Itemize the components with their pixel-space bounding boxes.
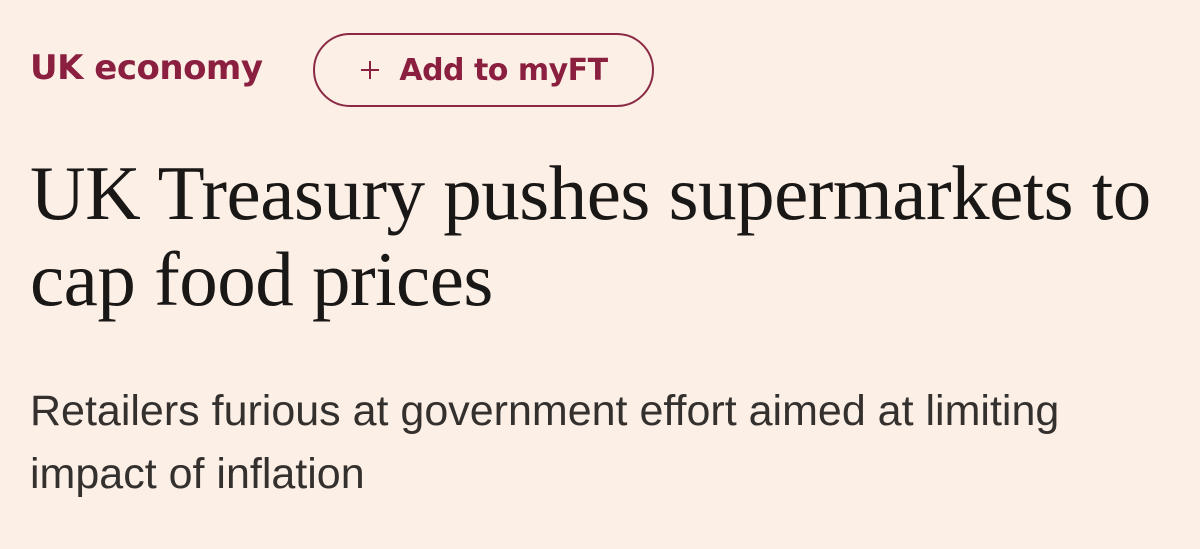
- standfirst: Retailers furious at government effort a…: [30, 387, 1060, 498]
- headline: UK Treasury pushes supermarkets to cap f…: [30, 150, 1151, 322]
- button-label: Add to myFT: [399, 52, 608, 88]
- add-to-myft-button[interactable]: Add to myFT: [313, 33, 654, 107]
- topic-link[interactable]: UK economy: [30, 48, 263, 88]
- plus-icon: [361, 61, 380, 79]
